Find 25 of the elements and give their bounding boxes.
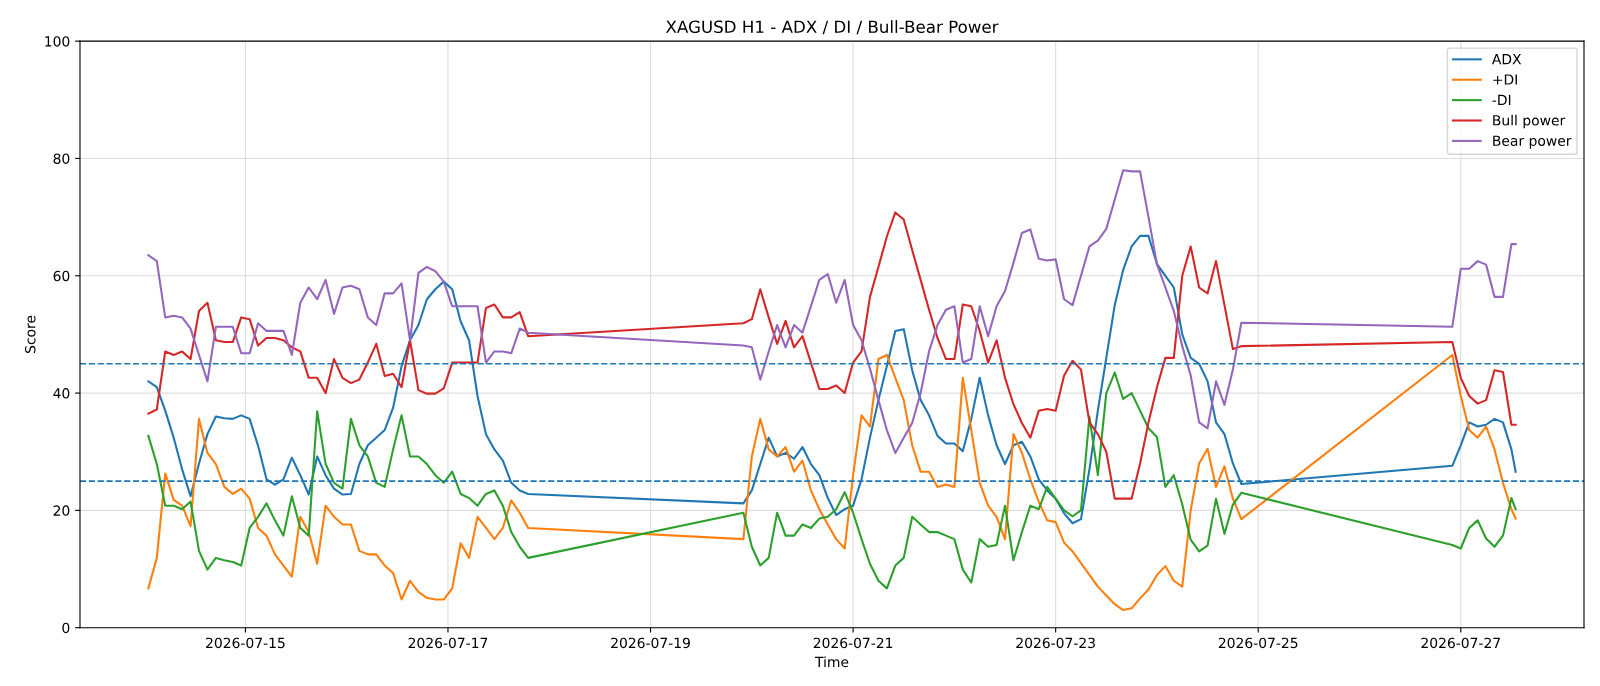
y-tick-label: 40 <box>53 388 70 399</box>
y-axis-title: Score <box>25 315 36 353</box>
y-tick-label: 100 <box>45 36 70 47</box>
legend-label: -DI <box>1492 94 1511 105</box>
line-series <box>147 353 1517 612</box>
legend-label: +DI <box>1493 74 1517 85</box>
y-tick-label: 80 <box>53 153 70 164</box>
x-axis-title: Time <box>814 656 849 668</box>
x-tick-label: 2026-07-25 <box>1218 637 1298 649</box>
legend-label: ADX <box>1491 54 1522 65</box>
legend-label: Bear power <box>1493 135 1572 149</box>
line-series <box>147 211 1517 500</box>
y-tick-label: 20 <box>53 505 70 516</box>
x-tick-label: 2026-07-23 <box>1016 637 1095 649</box>
x-tick-label: 2026-07-27 <box>1421 637 1500 649</box>
legend-label: Bull power <box>1493 114 1566 129</box>
y-tick-label: 60 <box>53 270 70 282</box>
chart-title: XAGUSD H1 - ADX / DI / Bull-Bear Power <box>665 20 999 35</box>
x-tick-label: 2026-07-17 <box>408 637 488 649</box>
x-tick-label: 2026-07-15 <box>206 637 285 649</box>
x-tick-label: 2026-07-19 <box>611 637 690 649</box>
line-series <box>147 169 1517 454</box>
x-tick-label: 2026-07-21 <box>813 637 893 649</box>
y-tick-label: 0 <box>62 622 70 634</box>
line-series <box>147 371 1517 590</box>
